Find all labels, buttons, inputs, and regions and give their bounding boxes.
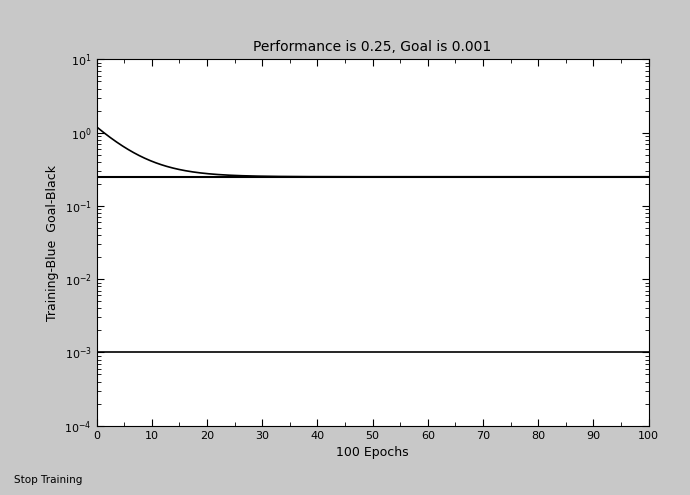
Y-axis label: Training-Blue  Goal-Black: Training-Blue Goal-Black [46, 164, 59, 321]
X-axis label: 100 Epochs: 100 Epochs [336, 446, 409, 459]
Title: Performance is 0.25, Goal is 0.001: Performance is 0.25, Goal is 0.001 [253, 40, 492, 54]
Text: Stop Training: Stop Training [14, 475, 83, 485]
